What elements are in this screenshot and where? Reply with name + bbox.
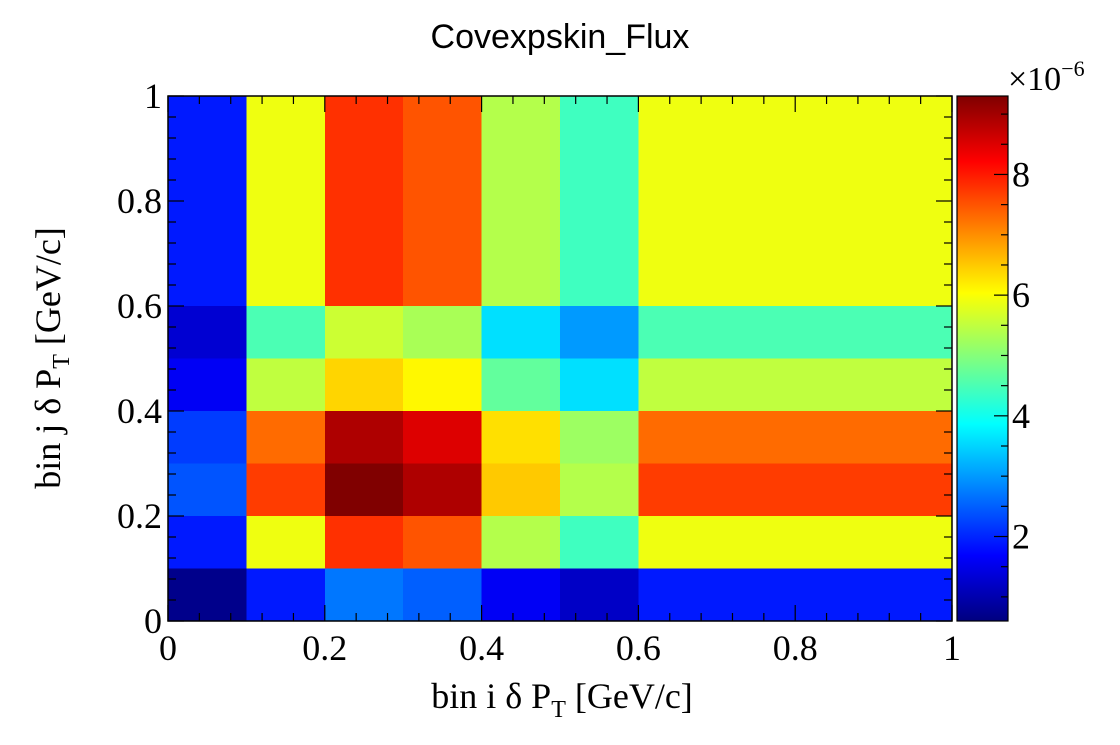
color-scale-exponent: ×10−6	[1008, 56, 1085, 98]
heatmap-cell	[560, 358, 639, 411]
heatmap-cell	[638, 411, 952, 464]
x-axis-tick-label: 0	[159, 628, 177, 668]
title-box	[390, 6, 730, 66]
y-axis-tick-label: 0	[144, 601, 162, 641]
heatmap-cell	[481, 516, 560, 569]
color-scale-exponent-power: −6	[1061, 56, 1084, 81]
x-axis-tick-label: 0.4	[459, 628, 504, 668]
x-axis-tick-label: 0.6	[616, 628, 661, 668]
y-axis-label-sub: T	[49, 354, 75, 369]
heatmap-cell	[168, 568, 247, 621]
heatmap-cell	[638, 516, 952, 569]
heatmap-cell	[403, 411, 482, 464]
heatmap-cell	[246, 358, 325, 411]
heatmap-cell	[246, 463, 325, 516]
heatmap-cell	[168, 463, 247, 516]
heatmap-cell	[324, 96, 404, 306]
x-axis-label-pre: bin i δ P	[431, 676, 551, 716]
heatmap-cell	[481, 463, 560, 516]
heatmap-cell	[560, 463, 639, 516]
color-scale-exponent-base: ×10	[1008, 61, 1061, 98]
color-scale-tick-label: 4	[1012, 396, 1030, 436]
color-scale-ticks: 2 4 6 8	[994, 113, 1030, 598]
x-axis-tick-label: 0.8	[773, 628, 818, 668]
heatmap-cell	[324, 306, 404, 359]
x-axis-label-post: [GeV/c]	[566, 676, 693, 716]
heatmap-cell	[560, 516, 639, 569]
y-axis-label-post: [GeV/c]	[28, 227, 68, 354]
y-axis-tick-label: 0.6	[117, 286, 162, 326]
chart-title: Covexpskin_Flux	[431, 18, 690, 56]
x-axis-label-sub: T	[551, 697, 566, 723]
heatmap-cell	[481, 358, 560, 411]
heatmap-cell	[481, 306, 560, 359]
heatmap-cell	[168, 411, 247, 464]
plot-frame	[167, 95, 953, 622]
y-axis-tick-label: 0.8	[117, 181, 162, 221]
heatmap-cell	[638, 96, 952, 306]
heatmap-cell	[324, 516, 404, 569]
heatmap-cell	[168, 516, 247, 569]
color-scale-tick-label: 6	[1012, 275, 1030, 315]
color-scale-tick-label: 2	[1012, 517, 1030, 557]
heatmap-cell	[638, 358, 952, 411]
heatmap-cell	[403, 568, 482, 621]
heatmap-cell	[481, 96, 560, 306]
color-scale-gradient	[956, 95, 1009, 622]
heatmap-cell	[560, 96, 639, 306]
heatmap-cell	[481, 568, 560, 621]
y-axis-label: bin j δ PT [GeV/c]	[28, 227, 75, 489]
heatmap-cell	[403, 306, 482, 359]
heatmap-cells	[168, 96, 952, 621]
heatmap-cell	[560, 411, 639, 464]
y-axis-label-pre: bin j δ P	[28, 369, 68, 489]
y-axis-tick-label: 1	[144, 76, 162, 116]
heatmap-cell	[560, 568, 639, 621]
heatmap-cell	[324, 411, 404, 464]
heatmap-cell	[481, 411, 560, 464]
y-axis-tick-label: 0.2	[117, 496, 162, 536]
heatmap-cell	[403, 516, 482, 569]
heatmap-cell	[560, 306, 639, 359]
color-scale-tick-label: 8	[1012, 154, 1030, 194]
heatmap-cell	[638, 463, 952, 516]
axis-tick-labels: 0 0.2 0.4 0.6 0.8 1 0 0.2 0.4 0.6 0.8 1	[117, 76, 961, 668]
heatmap-cell	[403, 96, 482, 306]
heatmap-cell	[246, 306, 325, 359]
heatmap-cell	[403, 358, 482, 411]
heatmap-cell	[246, 96, 325, 306]
heatmap-cell	[324, 568, 404, 621]
y-axis-tick-label: 0.4	[117, 391, 162, 431]
x-axis-tick-label: 0.2	[302, 628, 347, 668]
heatmap-cell	[638, 306, 952, 359]
heatmap-cell	[246, 568, 325, 621]
axis-ticks	[167, 95, 953, 622]
heatmap-cell	[324, 463, 404, 516]
color-scale-bar	[956, 95, 1009, 622]
heatmap-cell	[324, 358, 404, 411]
x-axis-label: bin i δ PT [GeV/c]	[431, 676, 693, 723]
x-axis-tick-label: 1	[943, 628, 961, 668]
heatmap-cell	[246, 516, 325, 569]
heatmap-cell	[168, 358, 247, 411]
heatmap-cell	[168, 306, 247, 359]
heatmap-cell	[403, 463, 482, 516]
heatmap-cell	[246, 411, 325, 464]
